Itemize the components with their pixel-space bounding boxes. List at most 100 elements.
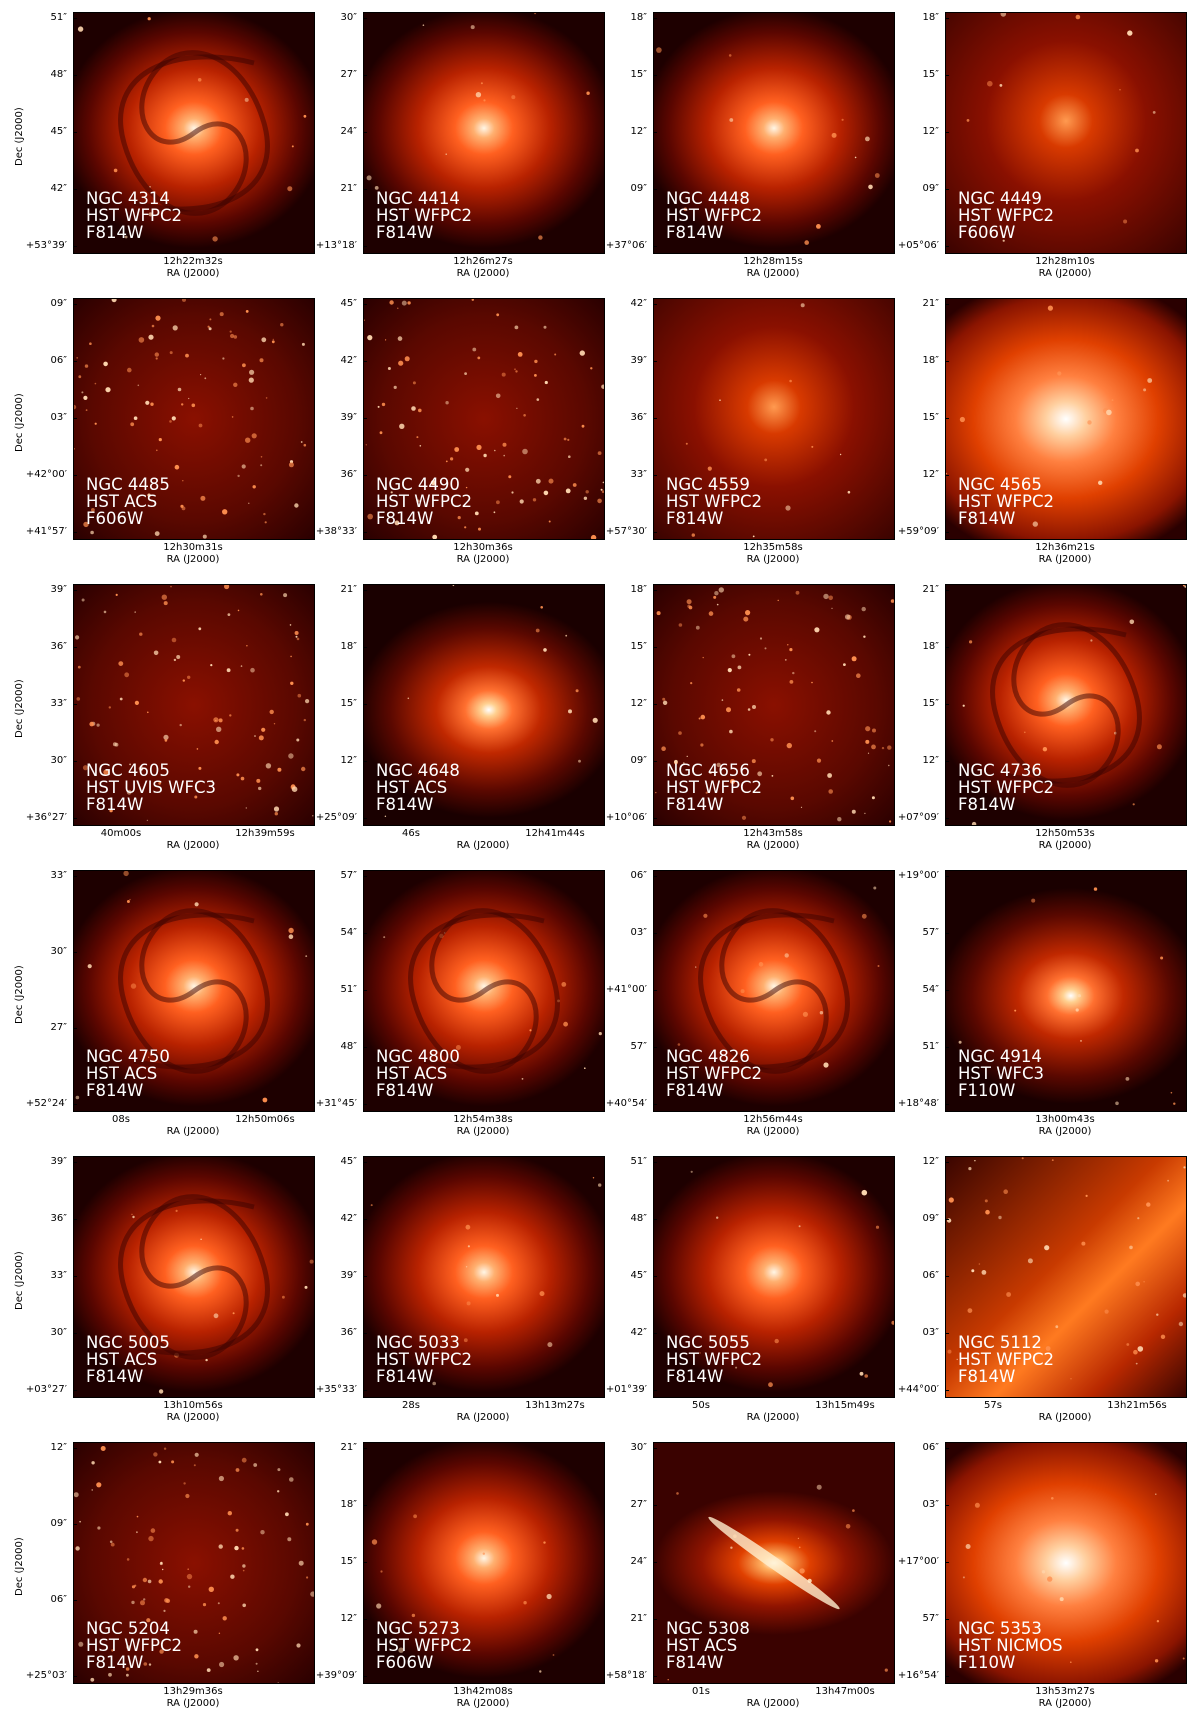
star <box>455 1045 461 1050</box>
star <box>547 1342 553 1348</box>
x-axis-label: RA (J2000) <box>746 840 800 851</box>
star <box>175 1209 178 1212</box>
panel-label: NGC 5033 HST WFPC2 F814W <box>376 1334 472 1385</box>
star <box>283 593 288 598</box>
star <box>602 481 604 484</box>
star <box>598 1183 602 1187</box>
star <box>474 511 479 516</box>
star-field <box>366 13 590 240</box>
y-tick-label: 12″ <box>922 755 939 766</box>
star <box>148 1056 150 1058</box>
panel-label-filter: F814W <box>86 1653 144 1672</box>
star <box>792 671 795 675</box>
panel-label: NGC 5055 HST WFPC2 F814W <box>666 1334 762 1385</box>
y-tick-label: 42″ <box>630 1327 647 1338</box>
x-tick-label: 28s <box>402 1400 420 1411</box>
star <box>452 585 455 587</box>
star <box>837 817 842 822</box>
star <box>1119 89 1121 91</box>
x-axis-label: RA (J2000) <box>1038 1126 1092 1137</box>
star <box>376 1603 382 1609</box>
panel-label-name: NGC 4605 <box>86 761 170 780</box>
star <box>575 689 579 693</box>
y-tick-mark <box>363 590 367 591</box>
star <box>741 815 747 820</box>
y-axis-label: Dec (J2000) <box>14 107 25 166</box>
y-tick-mark <box>653 647 657 648</box>
galaxy-image: NGC 5353 HST NICMOS F110W <box>945 1442 1187 1684</box>
star <box>290 681 294 685</box>
star <box>1021 1157 1024 1160</box>
star <box>230 333 235 339</box>
star <box>312 815 314 817</box>
star <box>371 1539 378 1545</box>
y-tick-mark <box>945 647 949 648</box>
star <box>1070 1661 1072 1663</box>
star <box>1156 1313 1159 1316</box>
star <box>962 1576 965 1579</box>
star <box>1167 1179 1169 1182</box>
star <box>176 655 181 659</box>
y-tick-mark <box>73 1448 77 1449</box>
star <box>419 445 422 447</box>
star <box>163 1609 166 1612</box>
star <box>130 983 137 989</box>
y-tick-label: 27″ <box>340 69 357 80</box>
star <box>211 780 213 782</box>
y-tick-mark <box>363 1505 367 1506</box>
star <box>194 795 198 799</box>
galaxy-image: NGC 5033 HST WFPC2 F814W <box>363 1156 605 1398</box>
y-tick-label: 09″ <box>922 183 939 194</box>
star <box>198 627 202 631</box>
star <box>142 1577 148 1583</box>
star <box>662 700 668 705</box>
panel-label: NGC 4449 HST WFPC2 F606W <box>958 190 1054 241</box>
y-tick-mark <box>73 1104 77 1105</box>
galaxy-image: NGC 4656 HST WFPC2 F814W <box>653 584 895 826</box>
star <box>798 1546 801 1549</box>
star <box>1115 1101 1119 1106</box>
star <box>163 601 168 606</box>
star <box>1006 1292 1011 1297</box>
star <box>873 886 877 890</box>
star <box>568 709 572 714</box>
star <box>251 433 257 439</box>
star <box>193 1464 196 1467</box>
star <box>81 391 84 394</box>
star <box>131 1600 135 1605</box>
star <box>534 13 537 15</box>
star <box>467 1245 470 1248</box>
panel-label-filter: F606W <box>958 223 1016 242</box>
star <box>1137 1217 1140 1220</box>
star <box>581 424 585 428</box>
y-tick-mark <box>73 1390 77 1391</box>
x-tick-label: 13h53m27s <box>1035 1686 1095 1697</box>
star <box>399 423 405 429</box>
star <box>1070 1378 1072 1380</box>
star <box>535 628 540 633</box>
star <box>1154 1659 1159 1663</box>
y-tick-mark <box>73 1600 77 1601</box>
panel-label-filter: F814W <box>86 223 144 242</box>
star <box>151 324 155 328</box>
y-tick-mark <box>945 1047 949 1048</box>
y-tick-mark <box>363 532 367 533</box>
star <box>182 299 186 302</box>
y-tick-label: 39″ <box>630 355 647 366</box>
star <box>667 1679 669 1681</box>
star <box>262 1097 268 1103</box>
y-tick-mark <box>945 18 949 19</box>
star <box>1143 1281 1145 1283</box>
x-tick-label: 12h39m59s <box>235 828 295 839</box>
star <box>274 812 278 816</box>
y-tick-label: 36″ <box>50 641 67 652</box>
star <box>785 505 791 511</box>
star <box>971 1269 975 1273</box>
star <box>296 738 300 742</box>
x-axis-label: RA (J2000) <box>456 840 510 851</box>
y-tick-label: 57″ <box>922 927 939 938</box>
y-tick-mark <box>363 876 367 877</box>
panel-label-name: NGC 5112 <box>958 1333 1042 1352</box>
star <box>851 809 856 814</box>
